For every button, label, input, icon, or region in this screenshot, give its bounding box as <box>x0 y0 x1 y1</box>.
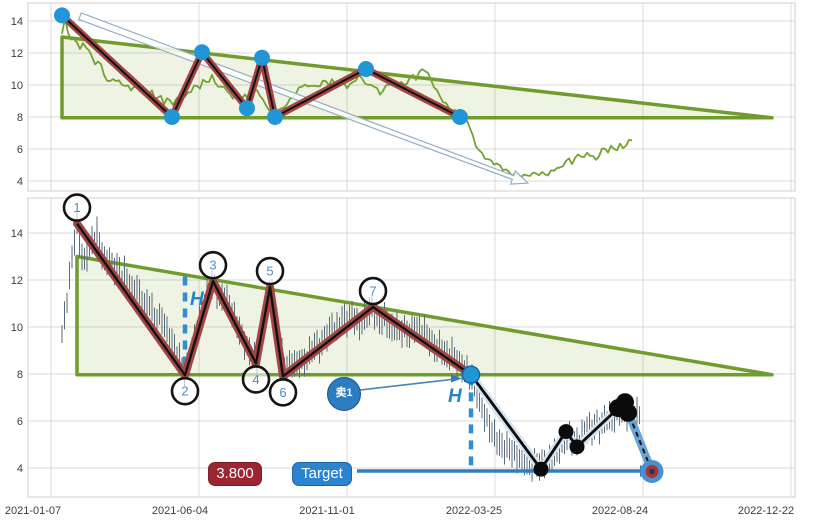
wave-number-label: 4 <box>252 372 259 387</box>
height-label-1: H <box>190 289 204 310</box>
y-tick-label: 14 <box>11 16 23 28</box>
panel-border <box>27 197 796 498</box>
wave-number-label: 3 <box>209 258 216 273</box>
wave-number-label: 5 <box>266 264 273 279</box>
wave-number-circle <box>358 276 388 306</box>
post-pivot-dot <box>619 403 637 422</box>
y-tick-label: 6 <box>17 416 23 428</box>
wave-number-circle <box>255 256 285 286</box>
pivot-dot <box>267 109 283 125</box>
pivot-dot <box>164 109 180 125</box>
y-tick-label: 8 <box>17 112 23 124</box>
target-bullseye-center <box>649 468 655 475</box>
x-tick-label: 2021-01-07 <box>5 505 61 517</box>
x-tick-label: 2022-12-22 <box>738 505 794 517</box>
x-tick-label: 2022-03-25 <box>446 505 502 517</box>
wave-number-circle <box>198 250 228 280</box>
pivot-dot <box>452 109 468 125</box>
zigzag-core-top <box>61 14 461 118</box>
wave-number-circle <box>170 376 200 406</box>
wave-number-label: 6 <box>279 385 286 400</box>
height-label-2: H <box>448 386 462 407</box>
target-label-badge[interactable]: Target <box>292 462 352 486</box>
wave-number-label: 7 <box>369 284 376 299</box>
sell-signal-marker[interactable]: 卖1 <box>327 377 361 411</box>
pivot-dot <box>54 7 70 24</box>
x-tick-label: 2021-06-04 <box>152 505 208 517</box>
y-tick-label: 6 <box>17 144 23 156</box>
panel-border <box>27 2 796 192</box>
pivot-dot <box>254 49 270 66</box>
target-price-badge[interactable]: 3.800 <box>208 462 262 486</box>
wave-number-circle <box>268 378 298 407</box>
sell-connector-arrowhead <box>451 374 462 383</box>
wave-number-label: 1 <box>73 200 80 215</box>
y-tick-label: 4 <box>17 176 23 188</box>
y-tick-label: 8 <box>17 369 23 381</box>
wave-number-label: 2 <box>181 384 188 399</box>
pivot-dot <box>239 100 255 117</box>
post-breakdown-glow <box>467 372 625 474</box>
wave-number-circle <box>62 193 92 222</box>
y-tick-label: 10 <box>11 80 23 92</box>
post-pivot-dot <box>569 439 585 455</box>
zigzag-core-bottom <box>76 222 472 378</box>
x-tick-label: 2022-08-24 <box>592 505 648 517</box>
y-tick-label: 12 <box>11 48 23 60</box>
price-line <box>61 17 633 179</box>
post-pivot-dot <box>533 461 549 477</box>
wave-number-circle <box>241 365 271 394</box>
y-tick-label: 12 <box>11 275 23 287</box>
x-tick-label: 2021-11-01 <box>299 505 354 517</box>
pivot-dot <box>194 44 210 61</box>
post-pivot-dot <box>558 424 574 440</box>
y-tick-label: 14 <box>11 228 23 240</box>
y-tick-label: 10 <box>11 322 23 334</box>
pivot-dot <box>358 61 374 77</box>
y-tick-label: 4 <box>17 463 23 475</box>
sell-connector-line <box>359 377 461 391</box>
breakdown-dot <box>461 365 481 384</box>
